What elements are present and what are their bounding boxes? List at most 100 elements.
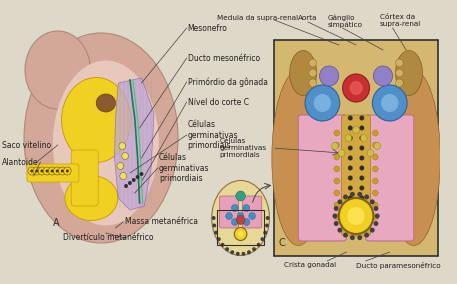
Circle shape: [348, 195, 353, 201]
Circle shape: [395, 59, 403, 67]
Circle shape: [395, 69, 403, 77]
Circle shape: [243, 204, 250, 212]
Circle shape: [372, 202, 378, 208]
FancyBboxPatch shape: [243, 196, 262, 228]
FancyBboxPatch shape: [219, 196, 239, 228]
Circle shape: [305, 85, 340, 121]
Text: Saco vitelino: Saco vitelino: [2, 141, 51, 149]
Circle shape: [375, 214, 380, 218]
Circle shape: [373, 66, 393, 86]
Circle shape: [46, 170, 48, 172]
Circle shape: [309, 59, 317, 67]
FancyBboxPatch shape: [27, 164, 79, 182]
Circle shape: [53, 167, 61, 175]
Circle shape: [360, 195, 364, 201]
Ellipse shape: [212, 181, 270, 256]
Circle shape: [348, 166, 353, 170]
Circle shape: [370, 199, 375, 204]
Circle shape: [360, 185, 364, 191]
Circle shape: [136, 175, 139, 179]
Circle shape: [132, 178, 136, 182]
Circle shape: [347, 207, 365, 225]
Circle shape: [64, 167, 71, 175]
Circle shape: [372, 166, 378, 172]
Circle shape: [334, 154, 340, 160]
Circle shape: [334, 202, 340, 208]
Circle shape: [348, 126, 353, 131]
Circle shape: [238, 231, 244, 237]
Circle shape: [372, 85, 407, 121]
Circle shape: [364, 233, 369, 237]
Ellipse shape: [395, 51, 422, 95]
FancyBboxPatch shape: [298, 115, 346, 241]
FancyBboxPatch shape: [342, 115, 371, 236]
Circle shape: [334, 221, 339, 226]
Circle shape: [214, 231, 218, 235]
Ellipse shape: [290, 51, 317, 95]
Circle shape: [66, 170, 69, 172]
Text: Gânglio
simpático: Gânglio simpático: [327, 14, 362, 28]
Circle shape: [367, 149, 374, 156]
Circle shape: [226, 212, 233, 220]
Circle shape: [331, 143, 338, 149]
Circle shape: [212, 216, 216, 220]
Circle shape: [345, 135, 352, 141]
Circle shape: [343, 195, 348, 199]
Circle shape: [119, 143, 126, 149]
Circle shape: [236, 252, 240, 256]
Ellipse shape: [65, 176, 118, 220]
Circle shape: [234, 227, 247, 241]
Circle shape: [360, 156, 364, 160]
Circle shape: [348, 135, 353, 141]
Text: Massa metanéfrica: Massa metanéfrica: [125, 218, 198, 227]
Circle shape: [337, 199, 342, 204]
Circle shape: [61, 170, 64, 172]
Circle shape: [28, 167, 36, 175]
Circle shape: [372, 214, 378, 220]
Circle shape: [372, 142, 378, 148]
Circle shape: [334, 214, 340, 220]
Circle shape: [364, 195, 369, 199]
Circle shape: [43, 167, 51, 175]
Circle shape: [370, 228, 375, 233]
Circle shape: [51, 170, 53, 172]
Circle shape: [319, 66, 339, 86]
Circle shape: [339, 198, 373, 234]
Text: Células
germinativas
primordiais: Células germinativas primordiais: [188, 120, 238, 150]
Circle shape: [334, 166, 340, 172]
Circle shape: [263, 231, 267, 235]
Circle shape: [33, 167, 41, 175]
Circle shape: [360, 176, 364, 181]
Circle shape: [360, 166, 364, 170]
Circle shape: [247, 250, 251, 254]
Circle shape: [343, 74, 370, 102]
Ellipse shape: [53, 60, 159, 225]
Circle shape: [338, 149, 345, 156]
Circle shape: [231, 218, 238, 225]
Circle shape: [360, 135, 364, 141]
Circle shape: [58, 167, 66, 175]
Text: Células
germinativas
primordiais: Células germinativas primordiais: [159, 153, 209, 183]
Circle shape: [348, 176, 353, 181]
Circle shape: [357, 235, 362, 240]
Circle shape: [349, 81, 363, 95]
Circle shape: [236, 216, 245, 224]
Circle shape: [373, 206, 378, 211]
Text: Nível do corte C: Nível do corte C: [188, 97, 249, 106]
Circle shape: [236, 191, 245, 201]
Text: C: C: [278, 238, 285, 248]
Polygon shape: [115, 78, 154, 210]
FancyBboxPatch shape: [71, 150, 98, 206]
Circle shape: [343, 233, 348, 237]
Circle shape: [217, 237, 221, 241]
Circle shape: [360, 116, 364, 120]
Circle shape: [360, 206, 364, 210]
Circle shape: [350, 235, 355, 240]
Circle shape: [381, 94, 399, 112]
Circle shape: [257, 243, 260, 247]
Circle shape: [348, 206, 353, 210]
Circle shape: [128, 181, 132, 185]
Circle shape: [225, 247, 229, 251]
Circle shape: [372, 130, 378, 136]
Circle shape: [353, 126, 360, 133]
